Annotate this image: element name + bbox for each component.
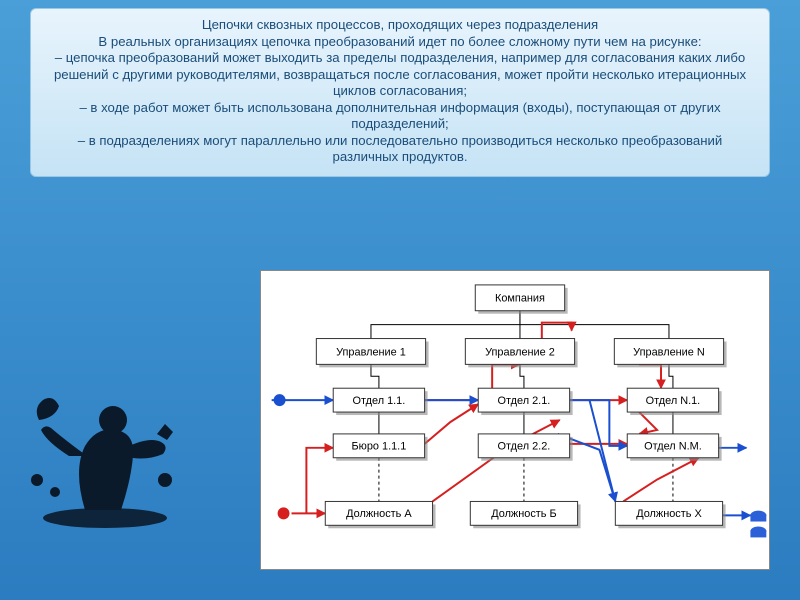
svg-text:Должность Б: Должность Б xyxy=(491,508,556,520)
svg-text:Отдел 2.2.: Отдел 2.2. xyxy=(498,441,551,453)
decorative-silhouette xyxy=(25,370,185,530)
svg-text:Должность Х: Должность Х xyxy=(636,508,702,520)
org-diagram-panel: Компания Управление 1 Управление 2 Управлен… xyxy=(260,270,770,570)
svg-text:Бюро 1.1.1: Бюро 1.1.1 xyxy=(352,441,407,453)
panel-intro: В реальных организациях цепочка преобраз… xyxy=(49,34,751,51)
svg-text:Отдел 1.1.: Отдел 1.1. xyxy=(353,395,406,407)
svg-text:Управление 2: Управление 2 xyxy=(485,346,555,358)
org-diagram: Компания Управление 1 Управление 2 Управлен… xyxy=(261,271,769,569)
panel-title: Цепочки сквозных процессов, проходящих ч… xyxy=(49,17,751,34)
panel-bullet-1: – цепочка преобразований может выходить … xyxy=(49,50,751,100)
text-panel: Цепочки сквозных процессов, проходящих ч… xyxy=(30,8,770,177)
svg-text:Управление 1: Управление 1 xyxy=(336,346,406,358)
svg-text:Отдел N.M.: Отдел N.M. xyxy=(644,441,702,453)
svg-text:Отдел N.1.: Отдел N.1. xyxy=(646,395,701,407)
panel-bullet-2: – в ходе работ может быть использована д… xyxy=(49,100,751,133)
svg-text:Должность А: Должность А xyxy=(346,508,412,520)
svg-text:Отдел 2.1.: Отдел 2.1. xyxy=(498,395,551,407)
svg-text:Компания: Компания xyxy=(495,293,545,305)
svg-text:Управление N: Управление N xyxy=(633,346,705,358)
panel-bullet-3: – в подразделениях могут параллельно или… xyxy=(49,133,751,166)
